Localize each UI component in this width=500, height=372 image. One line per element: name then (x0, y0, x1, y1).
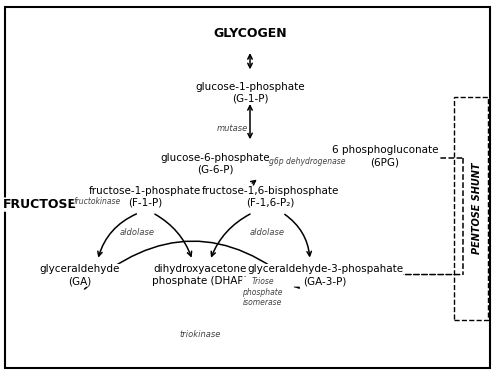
Text: aldolase: aldolase (250, 228, 285, 237)
Text: mutase: mutase (217, 124, 248, 133)
Text: fructose-1-phosphate
(F-1-P): fructose-1-phosphate (F-1-P) (89, 186, 201, 208)
Text: g6p dehydrogenase: g6p dehydrogenase (269, 157, 346, 166)
Text: FRUCTOSE: FRUCTOSE (3, 198, 77, 211)
Text: glucose-6-phosphate
(G-6-P): glucose-6-phosphate (G-6-P) (160, 153, 270, 174)
Text: Triose
phosphate
isomerase: Triose phosphate isomerase (242, 277, 283, 307)
Text: PENTOSE SHUNT: PENTOSE SHUNT (472, 163, 482, 254)
Text: 6 phosphogluconate
(6PG): 6 phosphogluconate (6PG) (332, 145, 438, 167)
Text: glyceraldehyde-3-phospahate
(GA-3-P): glyceraldehyde-3-phospahate (GA-3-P) (247, 264, 403, 286)
Text: GLYCOGEN: GLYCOGEN (213, 27, 287, 40)
Text: dihydroxyacetone
phosphate (DHAP): dihydroxyacetone phosphate (DHAP) (152, 264, 248, 286)
Text: fructose-1,6-bisphosphate
(F-1,6-P₂): fructose-1,6-bisphosphate (F-1,6-P₂) (202, 186, 338, 208)
Text: aldolase: aldolase (120, 228, 155, 237)
Text: glucose-1-phosphate
(G-1-P): glucose-1-phosphate (G-1-P) (195, 82, 305, 104)
Text: fructokinase: fructokinase (74, 197, 121, 206)
Bar (454, 97, 488, 320)
Text: triokinase: triokinase (180, 330, 220, 339)
Text: glyceraldehyde
(GA): glyceraldehyde (GA) (40, 264, 120, 286)
